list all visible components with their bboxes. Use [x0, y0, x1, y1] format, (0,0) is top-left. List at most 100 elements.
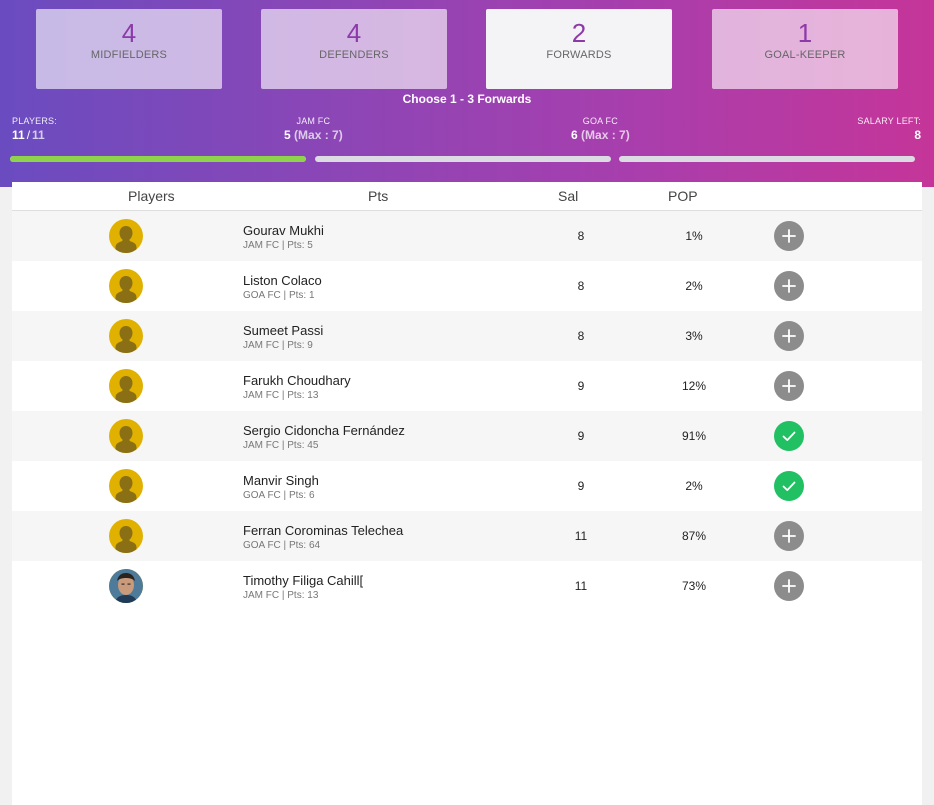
user-silhouette-icon — [115, 326, 137, 353]
progress-bar — [619, 156, 915, 162]
player-popularity: 87% — [681, 529, 707, 543]
plus-icon — [782, 279, 796, 293]
choose-instruction: Choose 1 - 3 Forwards — [402, 92, 532, 106]
header-pts: Pts — [368, 188, 389, 204]
player-salary: 11 — [574, 529, 588, 543]
user-silhouette-icon — [115, 276, 137, 303]
player-popularity: 2% — [685, 279, 703, 293]
tab-count: 2 — [571, 18, 587, 48]
remove-player-button[interactable] — [774, 471, 804, 501]
plus-icon — [782, 379, 796, 393]
user-silhouette-icon — [115, 376, 137, 403]
user-silhouette-icon — [115, 226, 137, 253]
tab-count: 1 — [797, 18, 813, 48]
player-name: Liston Colaco — [243, 273, 322, 288]
player-team-points: JAM FC | Pts: 9 — [243, 340, 313, 351]
player-name: Ferran Corominas Telechea — [243, 523, 404, 538]
avatar — [109, 519, 143, 553]
user-silhouette-icon — [115, 426, 137, 453]
player-team-points: JAM FC | Pts: 13 — [243, 390, 319, 401]
player-name: Sergio Cidoncha Fernández — [243, 423, 405, 438]
players-value: 11/11 — [12, 128, 57, 142]
avatar — [109, 319, 143, 353]
check-icon — [782, 481, 796, 491]
players-table: Players Pts Sal POP Gourav Mukhi JAM FC … — [12, 182, 922, 805]
add-player-button[interactable] — [774, 371, 804, 401]
player-team-points: JAM FC | Pts: 13 — [243, 590, 319, 601]
table-row: Sergio Cidoncha Fernández JAM FC | Pts: … — [12, 411, 922, 461]
player-name: Gourav Mukhi — [243, 223, 324, 238]
players-separator: / — [26, 128, 31, 142]
add-player-button[interactable] — [774, 571, 804, 601]
tab-count: 4 — [346, 18, 362, 48]
add-player-button[interactable] — [774, 221, 804, 251]
player-popularity: 3% — [685, 329, 703, 343]
player-salary: 8 — [577, 329, 585, 343]
progress-fill — [10, 156, 306, 162]
salary-left-stat: SALARY LEFT: 8 — [857, 116, 921, 142]
table-row: Gourav Mukhi JAM FC | Pts: 5 8 1% — [12, 211, 922, 261]
team2-count-stat: GOA FC 6 (Max : 7) — [571, 116, 630, 142]
player-team-points: JAM FC | Pts: 45 — [243, 440, 319, 451]
player-team-points: JAM FC | Pts: 5 — [243, 240, 313, 251]
table-row: Timothy Filiga Cahill[ JAM FC | Pts: 13 … — [12, 561, 922, 611]
check-icon — [782, 431, 796, 441]
player-salary: 9 — [577, 429, 585, 443]
plus-icon — [782, 329, 796, 343]
add-player-button[interactable] — [774, 271, 804, 301]
tab-forwards[interactable]: 2 FORWARDS — [486, 9, 672, 89]
player-popularity: 12% — [681, 379, 707, 393]
players-total: 11 — [32, 128, 45, 142]
table-header: Players Pts Sal POP — [12, 182, 922, 211]
team1-count-stat: JAM FC 5 (Max : 7) — [284, 116, 343, 142]
team2-count: 6 — [571, 128, 578, 142]
players-count-stat: PLAYERS: 11/11 — [12, 116, 57, 142]
avatar — [109, 269, 143, 303]
player-salary: 9 — [577, 379, 585, 393]
player-name: Farukh Choudhary — [243, 373, 351, 388]
player-name: Manvir Singh — [243, 473, 319, 488]
table-row: Ferran Corominas Telechea GOA FC | Pts: … — [12, 511, 922, 561]
tab-count: 4 — [121, 18, 137, 48]
add-player-button[interactable] — [774, 321, 804, 351]
player-photo — [109, 569, 143, 603]
player-salary: 11 — [574, 579, 588, 593]
player-team-points: GOA FC | Pts: 64 — [243, 540, 321, 551]
progress-bar — [315, 156, 611, 162]
user-silhouette-icon — [115, 476, 137, 503]
plus-icon — [782, 229, 796, 243]
player-name: Sumeet Passi — [243, 323, 324, 338]
add-player-button[interactable] — [774, 521, 804, 551]
tab-goal-keeper[interactable]: 1 GOAL-KEEPER — [712, 9, 898, 89]
team1-max: (Max : 7) — [294, 128, 343, 142]
tab-midfielders[interactable]: 4 MIDFIELDERS — [36, 9, 222, 89]
player-team-points: GOA FC | Pts: 1 — [243, 290, 315, 301]
player-popularity: 73% — [681, 579, 707, 593]
table-row: Farukh Choudhary JAM FC | Pts: 13 9 12% — [12, 361, 922, 411]
remove-player-button[interactable] — [774, 421, 804, 451]
player-popularity: 91% — [681, 429, 707, 443]
header-sal: Sal — [558, 188, 579, 204]
tab-label: DEFENDERS — [319, 49, 389, 61]
header-players: Players — [128, 188, 175, 204]
team2-value: 6 (Max : 7) — [571, 128, 630, 142]
salary-label: SALARY LEFT: — [857, 116, 921, 126]
player-popularity: 2% — [685, 479, 703, 493]
team2-max: (Max : 7) — [581, 128, 630, 142]
table-row: Liston Colaco GOA FC | Pts: 1 8 2% — [12, 261, 922, 311]
player-salary: 9 — [577, 479, 585, 493]
team1-value: 5 (Max : 7) — [284, 128, 343, 142]
header-pop: POP — [668, 188, 698, 204]
player-popularity: 1% — [685, 229, 703, 243]
player-name: Timothy Filiga Cahill[ — [243, 573, 364, 588]
tab-defenders[interactable]: 4 DEFENDERS — [261, 9, 447, 89]
tab-label: FORWARDS — [546, 49, 612, 61]
avatar — [109, 419, 143, 453]
player-salary: 8 — [577, 229, 585, 243]
players-label: PLAYERS: — [12, 116, 57, 126]
team2-label: GOA FC — [582, 116, 618, 126]
progress-bar — [10, 156, 306, 162]
team1-label: JAM FC — [296, 116, 331, 126]
avatar — [109, 219, 143, 253]
player-team-points: GOA FC | Pts: 6 — [243, 490, 315, 501]
